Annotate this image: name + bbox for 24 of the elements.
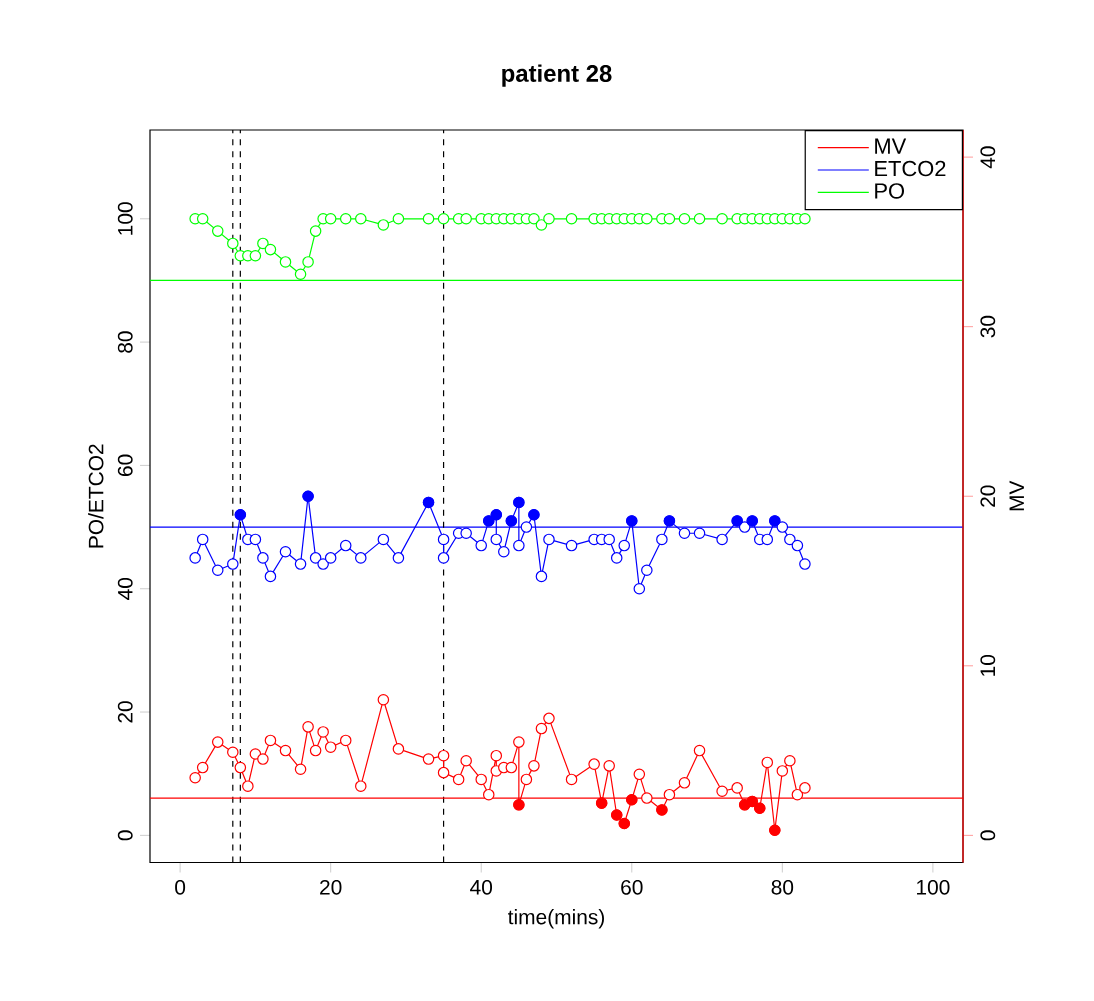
y-tick-label: 0 bbox=[117, 830, 133, 841]
x-tick-label: 80 bbox=[771, 879, 794, 895]
y2-tick-label: 30 bbox=[980, 315, 996, 338]
y-tick-label: 20 bbox=[117, 701, 133, 723]
y2-tick-label: 20 bbox=[980, 485, 996, 507]
x-tick-label: 60 bbox=[621, 879, 643, 895]
legend-label: PO bbox=[875, 183, 905, 199]
x-tick-label: 20 bbox=[320, 879, 342, 895]
legend-label: MV bbox=[875, 138, 907, 154]
x-tick-label: 100 bbox=[917, 879, 950, 895]
x-tick-label: 40 bbox=[470, 879, 493, 895]
y-tick-label: 40 bbox=[117, 577, 133, 600]
legend-label: ETCO2 bbox=[875, 160, 946, 177]
y-tick-label: 80 bbox=[117, 331, 133, 353]
y2-tick-label: 10 bbox=[980, 655, 996, 676]
y-tick-label: 100 bbox=[117, 202, 133, 235]
chart-title: patient 28 bbox=[502, 64, 612, 87]
y2-tick-label: 40 bbox=[980, 146, 996, 169]
x-axis-title: time(mins) bbox=[508, 909, 604, 929]
y2-axis-title: MV bbox=[1009, 480, 1024, 511]
y-axis-title: PO/ETCO2 bbox=[88, 444, 104, 548]
y-tick-label: 60 bbox=[117, 454, 133, 476]
y2-tick-label: 0 bbox=[980, 830, 996, 841]
x-tick-label: 0 bbox=[175, 879, 186, 895]
